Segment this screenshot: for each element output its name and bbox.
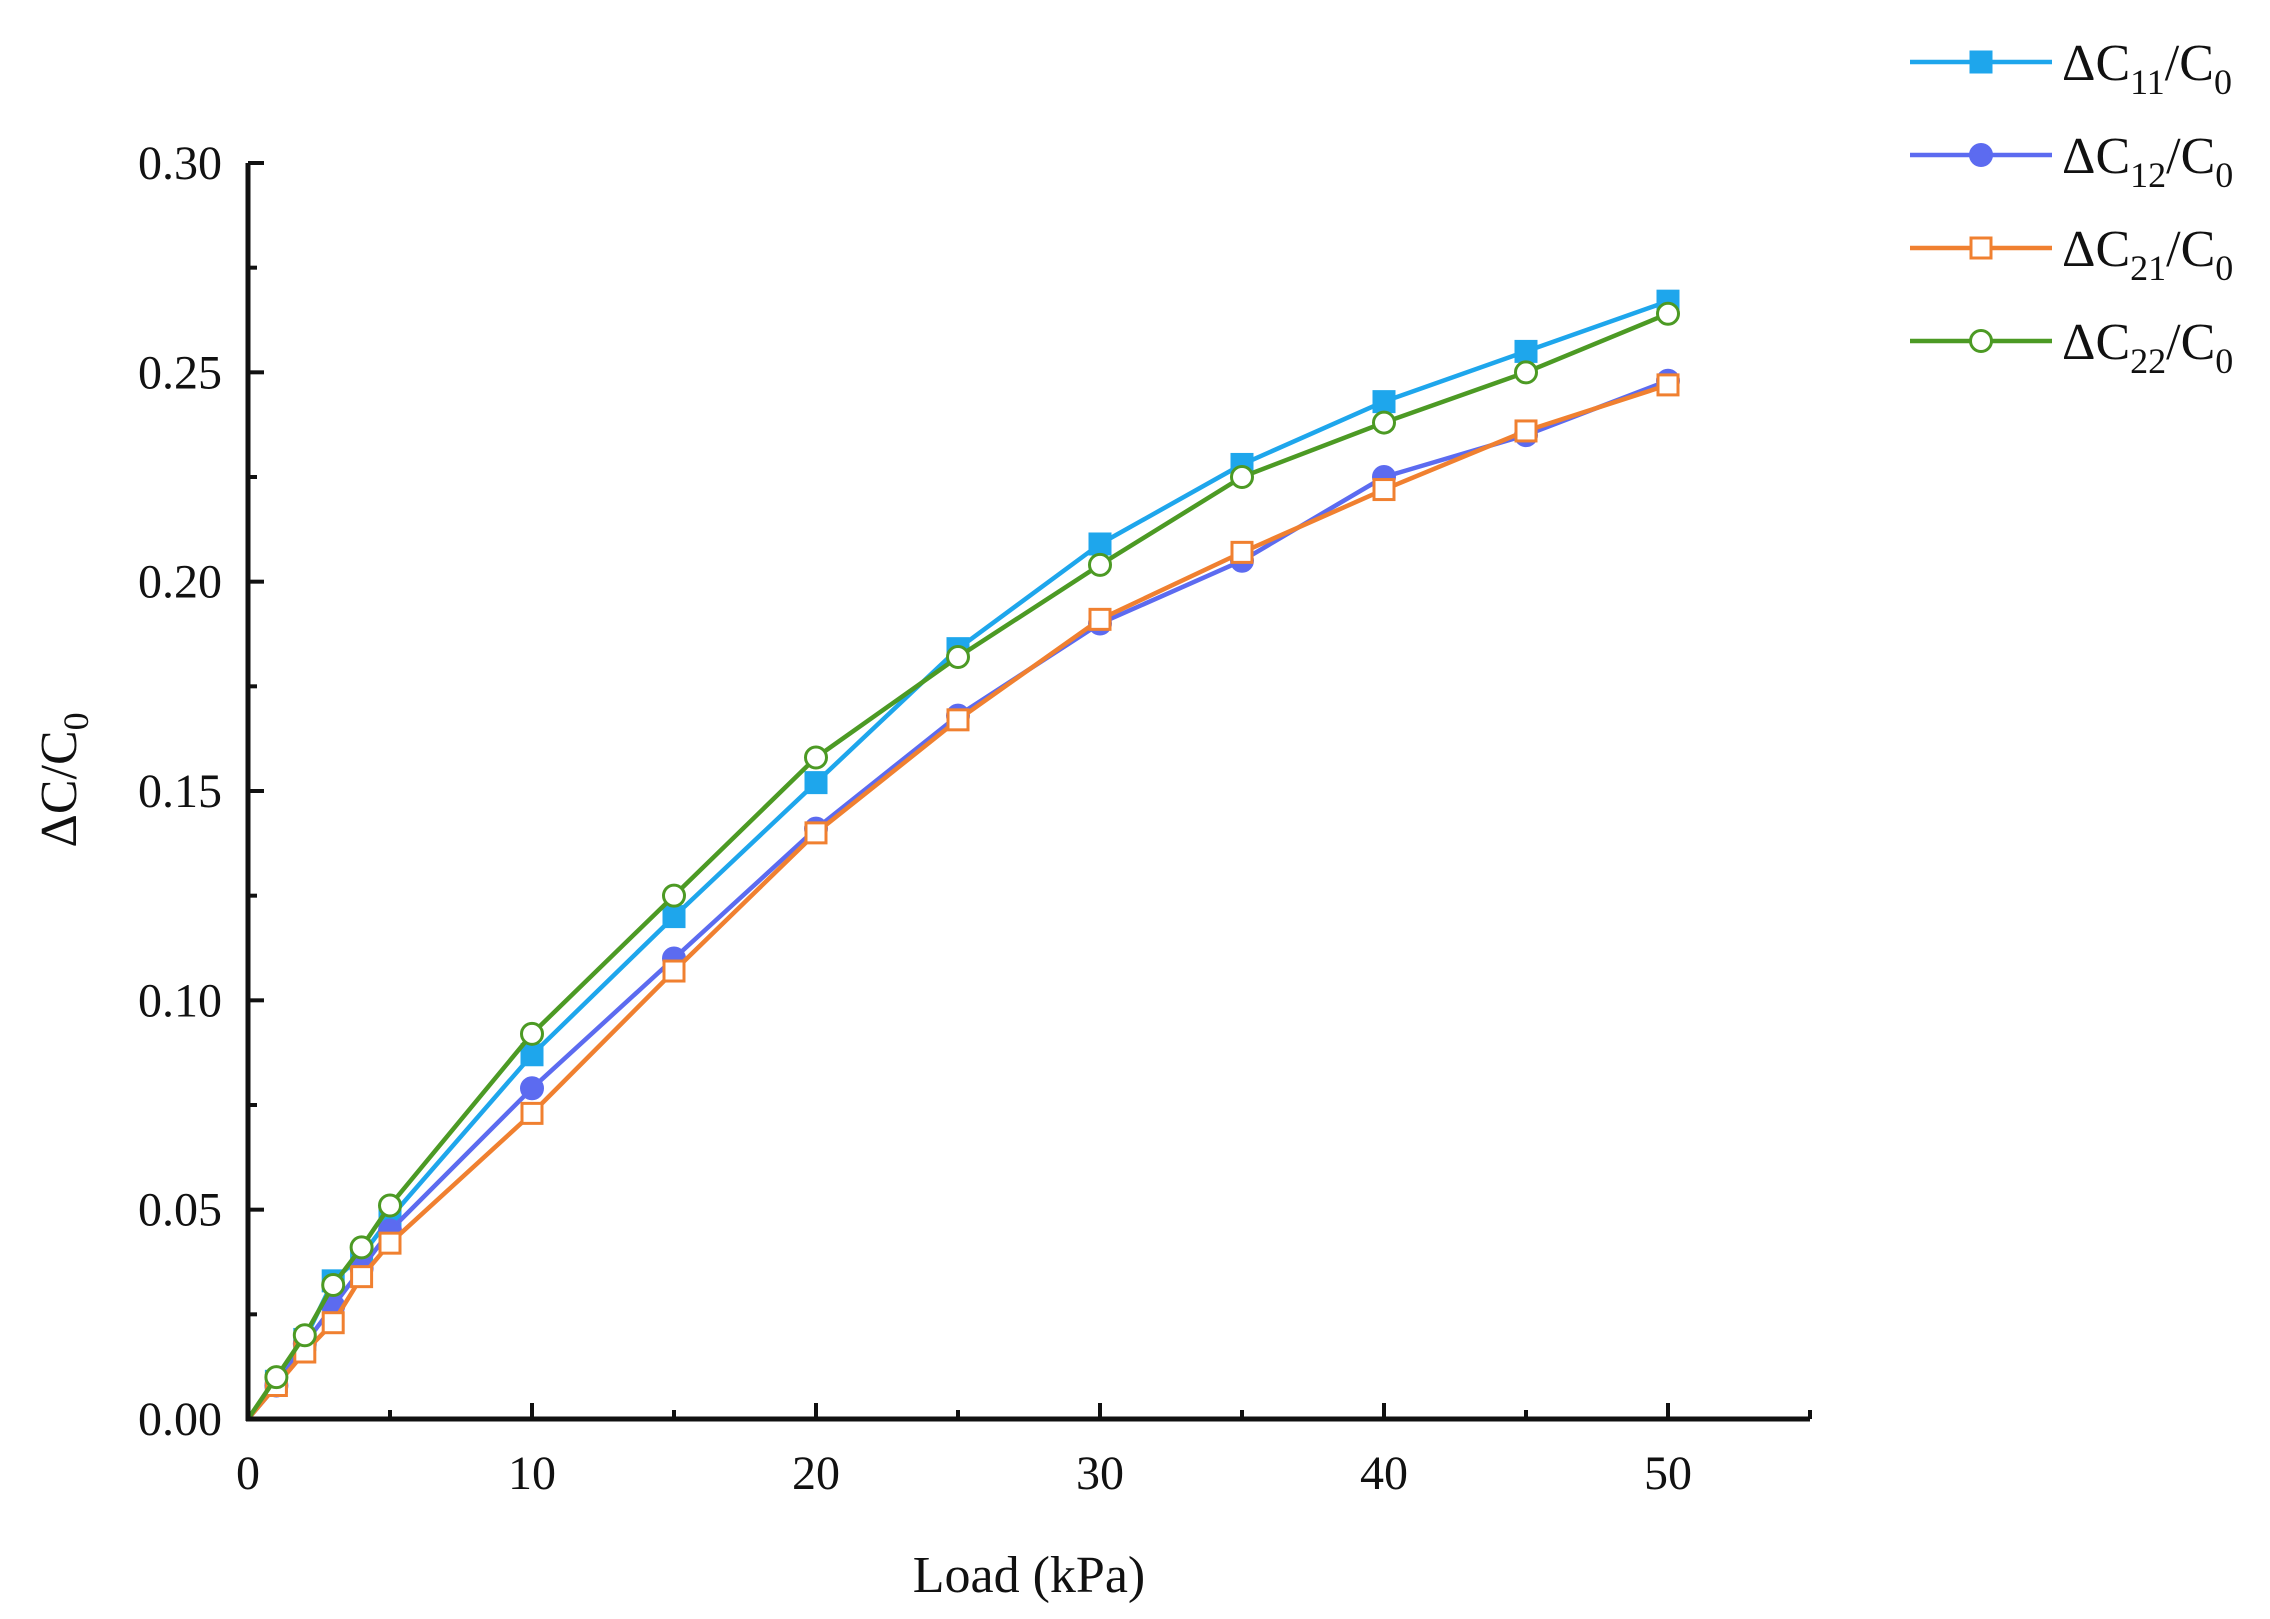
y-tick-label: 0.00 (138, 1393, 222, 1446)
legend-label-subscript: 21 (2130, 248, 2166, 288)
legend-label-text: /C (2166, 314, 2215, 371)
data-point (1088, 607, 1112, 631)
legend-label: ΔC11/C0 (2062, 35, 2232, 102)
legend-label-text: /C (2165, 35, 2214, 92)
legend-marker (1969, 50, 1993, 74)
legend-item: ΔC11/C0 (1910, 35, 2232, 102)
legend-label-text: /C (2166, 221, 2215, 278)
data-point (662, 959, 686, 983)
y-tick-label: 0.15 (138, 765, 222, 818)
legend-label-text: ΔC (2062, 221, 2130, 278)
data-point (520, 1043, 544, 1067)
data-point (1372, 478, 1396, 502)
plot-area (246, 289, 1680, 1421)
data-point (520, 1101, 544, 1125)
x-axis-ticks: 0 10 20 30 40 50 (236, 1403, 1812, 1500)
y-tick-label: 0.10 (138, 974, 222, 1027)
x-axis-title: Load (kPa) (913, 1547, 1145, 1604)
legend-label-subscript: 0 (2214, 62, 2232, 102)
x-tick-label: 20 (792, 1447, 840, 1500)
data-point (520, 1021, 544, 1046)
data-point (662, 883, 686, 908)
data-point (349, 1235, 374, 1260)
data-point (1514, 419, 1538, 443)
series-line (246, 311, 1669, 1421)
y-tick-label: 0.20 (138, 556, 222, 609)
data-point (1088, 532, 1112, 556)
legend-label-text: ΔC (2062, 35, 2130, 92)
legend-label: ΔC12/C0 (2062, 128, 2233, 195)
legend-label-subscript: 11 (2130, 62, 2165, 102)
y-axis-ticks: 0.00 0.05 0.10 0.15 0.20 0.25 0.30 (138, 137, 264, 1446)
y-axis-title-sub: 0 (56, 712, 96, 730)
x-tick-label: 0 (236, 1447, 260, 1500)
data-point (662, 905, 686, 929)
x-tick-label: 40 (1360, 1447, 1408, 1500)
series-4 (246, 301, 1680, 1421)
y-axis-title: ΔC/C0 (31, 712, 96, 847)
y-tick-label: 0.25 (138, 346, 222, 399)
legend-label-text: ΔC (2062, 128, 2130, 185)
data-point (804, 771, 828, 795)
data-point (1230, 540, 1254, 564)
legend-marker (1969, 329, 1993, 353)
data-point (1372, 390, 1396, 414)
series-2 (246, 368, 1680, 1421)
series-line (246, 382, 1669, 1421)
y-tick-label: 0.05 (138, 1184, 222, 1237)
legend-marker (1969, 236, 1993, 260)
legend-label: ΔC21/C0 (2062, 221, 2233, 288)
data-point (292, 1323, 317, 1348)
data-point (1656, 373, 1680, 397)
svg-text:ΔC/C0: ΔC/C0 (31, 712, 96, 847)
legend-label-subscript: 0 (2215, 155, 2233, 195)
legend-marker (1969, 143, 1993, 167)
data-point (1656, 301, 1680, 326)
legend-label: ΔC22/C0 (2062, 314, 2233, 381)
data-point (1088, 552, 1112, 577)
x-tick-label: 10 (508, 1447, 556, 1500)
data-point (350, 1265, 374, 1289)
legend-label-text: ΔC (2062, 314, 2130, 371)
legend-item: ΔC21/C0 (1910, 221, 2233, 288)
x-tick-label: 50 (1644, 1447, 1692, 1500)
x-tick-label: 30 (1076, 1447, 1124, 1500)
legend-label-subscript: 0 (2215, 248, 2233, 288)
legend-label-subscript: 0 (2215, 341, 2233, 381)
data-point (1514, 360, 1538, 385)
y-axis-title-main: ΔC/C (31, 730, 88, 847)
data-point (378, 1231, 402, 1255)
legend-item: ΔC12/C0 (1910, 128, 2233, 195)
legend-label-text: /C (2166, 128, 2215, 185)
legend-label-subscript: 12 (2130, 155, 2166, 195)
data-point (946, 708, 970, 732)
data-point (804, 745, 828, 770)
legend-item: ΔC22/C0 (1910, 314, 2233, 381)
series-1 (246, 289, 1680, 1421)
data-point (1372, 410, 1396, 435)
data-point (804, 821, 828, 845)
data-point (321, 1311, 345, 1335)
data-point (321, 1273, 346, 1298)
series-3 (246, 373, 1680, 1421)
data-point (520, 1076, 544, 1101)
data-point (1230, 465, 1254, 489)
series-line (246, 378, 1669, 1421)
y-tick-label: 0.30 (138, 137, 222, 190)
data-point (378, 1193, 402, 1218)
data-point (264, 1365, 289, 1390)
data-point (946, 645, 970, 670)
data-point (1514, 339, 1538, 363)
legend-label-subscript: 22 (2130, 341, 2166, 381)
series-line (246, 299, 1669, 1421)
